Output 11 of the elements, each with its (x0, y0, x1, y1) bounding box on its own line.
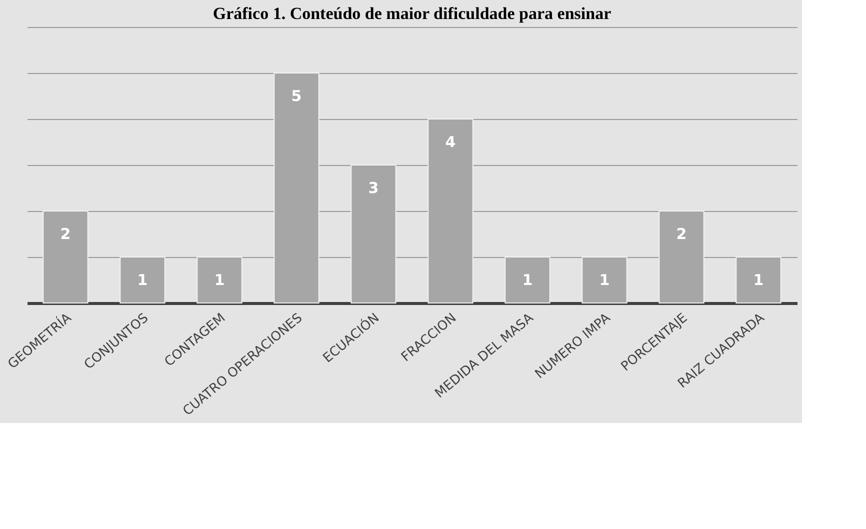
chart-title: Gráfico 1. Conteúdo de maior dificuldade para ensinar (212, 4, 612, 23)
data-label: 1 (137, 271, 148, 289)
data-label: 4 (445, 133, 456, 151)
data-label: 1 (599, 271, 610, 289)
data-label: 5 (291, 87, 302, 105)
data-label: 1 (522, 271, 533, 289)
data-label: 2 (60, 225, 71, 243)
data-label: 2 (676, 225, 687, 243)
data-label: 1 (214, 271, 225, 289)
data-label: 1 (753, 271, 764, 289)
data-label: 3 (368, 179, 379, 197)
